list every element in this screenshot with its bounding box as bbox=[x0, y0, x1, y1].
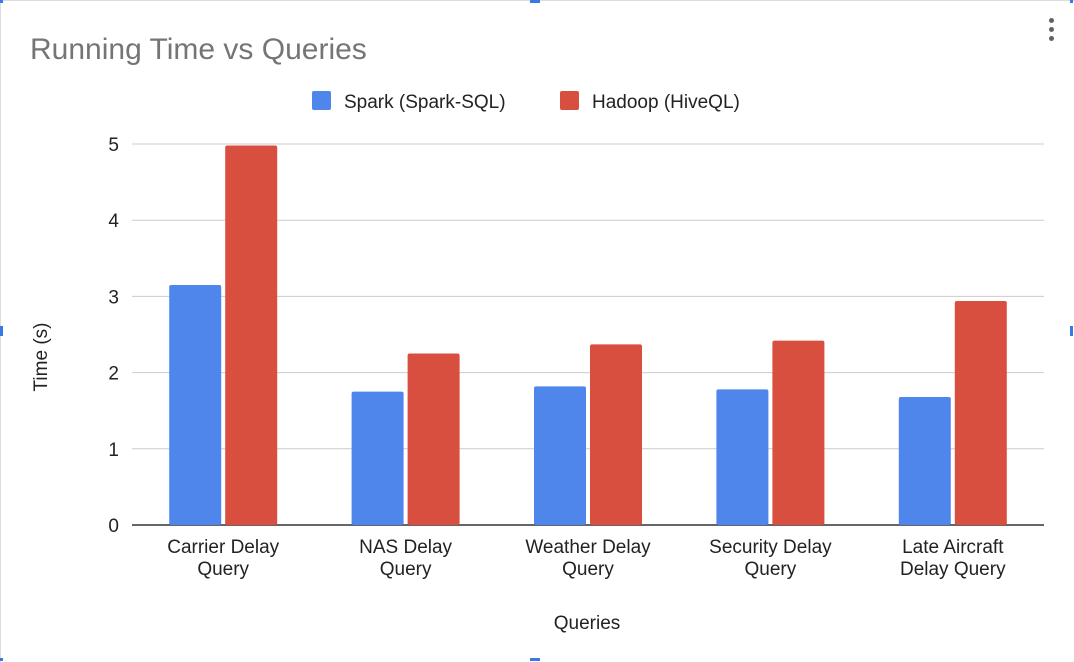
x-tick-label: Weather Delay bbox=[525, 537, 651, 558]
corner-handle-top-right[interactable] bbox=[1070, 0, 1073, 3]
y-tick-label: 1 bbox=[108, 440, 119, 461]
resize-handle-right[interactable] bbox=[1070, 326, 1073, 336]
bar-hadoop bbox=[407, 353, 460, 525]
corner-handle-bottom-left[interactable] bbox=[0, 658, 3, 661]
bar-spark bbox=[716, 389, 769, 525]
y-tick-label: 2 bbox=[108, 364, 119, 385]
gridlines bbox=[132, 143, 1044, 526]
y-tick-label: 0 bbox=[108, 516, 119, 537]
resize-handle-left[interactable] bbox=[0, 326, 3, 336]
legend-label: Spark (Spark-SQL) bbox=[344, 92, 506, 113]
x-tick-label: Security Delay bbox=[709, 537, 832, 558]
bar-hadoop bbox=[225, 145, 278, 526]
legend: Spark (Spark-SQL) Hadoop (HiveQL) bbox=[312, 91, 740, 113]
x-tick-label: Query bbox=[562, 559, 614, 580]
bar-hadoop bbox=[954, 300, 1007, 525]
bar-spark bbox=[534, 386, 586, 525]
resize-handle-top[interactable] bbox=[530, 0, 540, 3]
bars bbox=[169, 145, 1007, 526]
resize-handle-bottom[interactable] bbox=[530, 658, 540, 661]
menu-dot bbox=[1048, 17, 1054, 23]
x-tick-label: Query bbox=[745, 559, 797, 580]
bar-spark bbox=[351, 391, 404, 525]
y-axis-ticks: 0 1 2 3 4 5 bbox=[108, 135, 119, 537]
x-tick-label: Delay Query bbox=[900, 559, 1006, 580]
x-tick-label: Late Aircraft bbox=[902, 537, 1004, 558]
menu-dot bbox=[1048, 26, 1054, 32]
bar-hadoop bbox=[772, 340, 825, 525]
legend-label: Hadoop (HiveQL) bbox=[592, 92, 740, 113]
bar-spark bbox=[169, 284, 222, 525]
more-vert-icon[interactable] bbox=[1040, 12, 1062, 46]
chart-title: Running Time vs Queries bbox=[30, 33, 367, 66]
y-tick-label: 5 bbox=[108, 135, 119, 156]
x-tick-label: Query bbox=[380, 559, 432, 580]
y-axis-title: Time (s) bbox=[31, 323, 52, 392]
bar-hadoop bbox=[590, 344, 642, 525]
bar-spark bbox=[898, 396, 951, 525]
corner-handle-top-left[interactable] bbox=[0, 0, 3, 3]
legend-swatch bbox=[312, 91, 331, 110]
x-tick-label: Carrier Delay bbox=[167, 537, 279, 558]
legend-swatch bbox=[560, 91, 579, 110]
x-tick-label: Query bbox=[197, 559, 249, 580]
x-axis-title: Queries bbox=[554, 613, 621, 634]
y-tick-label: 3 bbox=[108, 287, 119, 308]
x-tick-label: NAS Delay bbox=[359, 537, 452, 558]
menu-dot bbox=[1048, 35, 1054, 41]
y-tick-label: 4 bbox=[108, 211, 119, 232]
